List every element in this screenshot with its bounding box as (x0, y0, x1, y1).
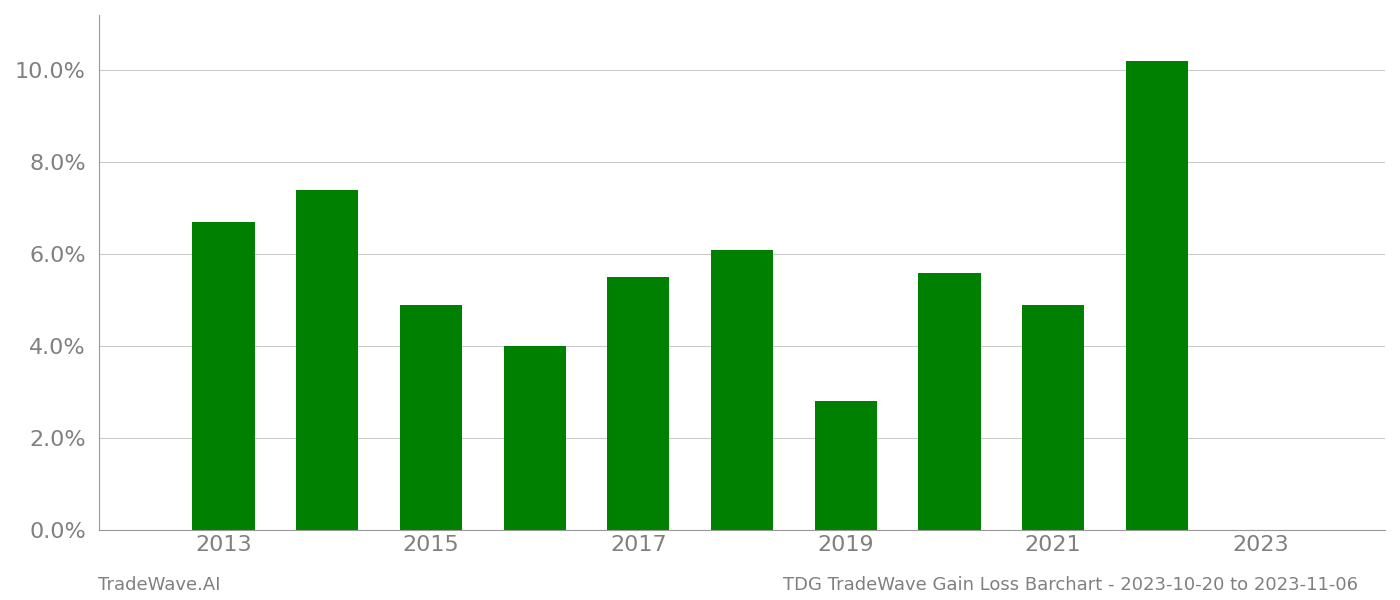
Bar (918, 272, 980, 530)
Bar (192, 222, 255, 530)
Bar (297, 190, 358, 530)
Bar (504, 346, 566, 530)
Bar (1022, 305, 1084, 530)
Text: TradeWave.AI: TradeWave.AI (98, 576, 221, 594)
Text: TDG TradeWave Gain Loss Barchart - 2023-10-20 to 2023-11-06: TDG TradeWave Gain Loss Barchart - 2023-… (783, 576, 1358, 594)
Bar (608, 277, 669, 530)
Bar (815, 401, 876, 530)
Bar (711, 250, 773, 530)
Bar (1126, 61, 1189, 530)
Bar (400, 305, 462, 530)
